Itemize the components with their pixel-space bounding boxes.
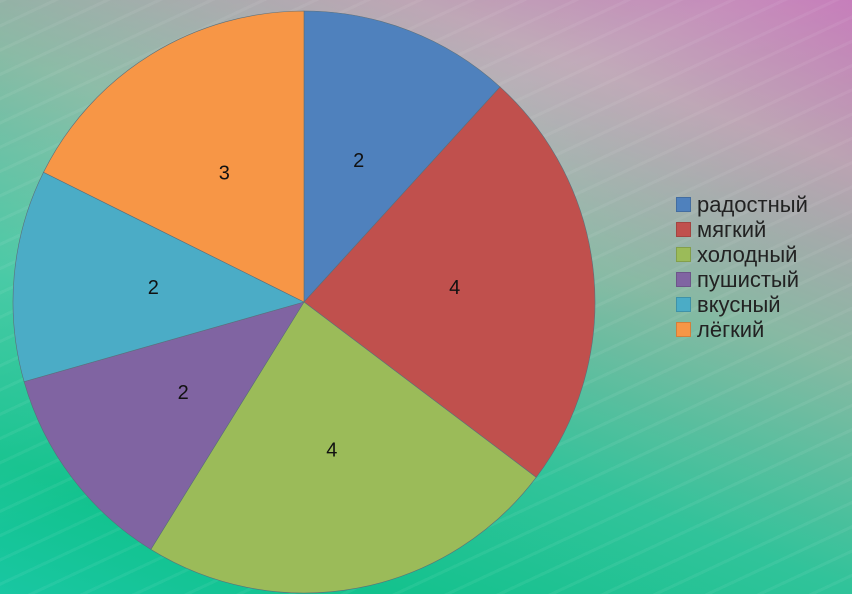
legend-item-2: мягкий	[676, 217, 808, 242]
legend-item-5: вкусный	[676, 292, 808, 317]
data-label-1: 2	[353, 150, 364, 172]
pie-slice-3	[150, 301, 537, 594]
data-label-5: 2	[148, 277, 159, 299]
legend-item-4: пушистый	[676, 267, 808, 292]
data-label-4: 2	[178, 382, 189, 404]
pie-slice-5	[12, 171, 305, 383]
legend-item-6: лёгкий	[676, 317, 808, 342]
legend-label: пушистый	[697, 266, 800, 292]
pie-slice-1	[303, 10, 501, 303]
data-label-3: 4	[326, 440, 337, 462]
pie-slice-2	[303, 86, 596, 478]
legend-label: холодный	[697, 241, 798, 267]
legend-label: лёгкий	[697, 316, 765, 342]
legend-item-1: радостный	[676, 192, 808, 217]
legend-label: радостный	[697, 191, 808, 217]
legend-swatch	[676, 272, 691, 287]
legend-swatch	[676, 222, 691, 237]
legend-swatch	[676, 297, 691, 312]
pie-data-labels: 2 4 4 2 2 3	[148, 150, 460, 462]
legend-swatch	[676, 322, 691, 337]
pie-slice-4	[23, 301, 305, 550]
data-label-6: 3	[219, 162, 230, 184]
legend-label: вкусный	[697, 291, 781, 317]
chart-legend: радостный мягкий холодный пушистый вкусный лё…	[676, 192, 808, 342]
pie-slices	[12, 10, 596, 594]
legend-item-3: холодный	[676, 242, 808, 267]
legend-swatch	[676, 197, 691, 212]
legend-swatch	[676, 247, 691, 262]
pie-slice-6	[43, 10, 305, 303]
data-label-2: 4	[449, 277, 460, 299]
legend-label: мягкий	[697, 216, 767, 242]
